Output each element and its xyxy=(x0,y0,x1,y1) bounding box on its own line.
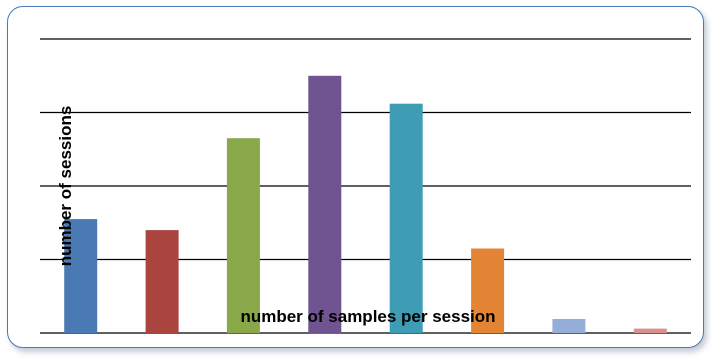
bars xyxy=(64,75,667,334)
y-axis-title: number of sessions xyxy=(56,106,75,267)
bar xyxy=(226,138,260,333)
bar xyxy=(64,219,98,333)
bar xyxy=(471,248,505,333)
gridlines xyxy=(40,38,691,334)
chart-frame xyxy=(7,6,704,348)
bar xyxy=(633,328,667,333)
bar xyxy=(145,230,179,333)
bar xyxy=(389,103,423,333)
x-axis-title: number of samples per session xyxy=(240,307,495,326)
bar xyxy=(308,75,342,334)
bar xyxy=(552,319,586,333)
